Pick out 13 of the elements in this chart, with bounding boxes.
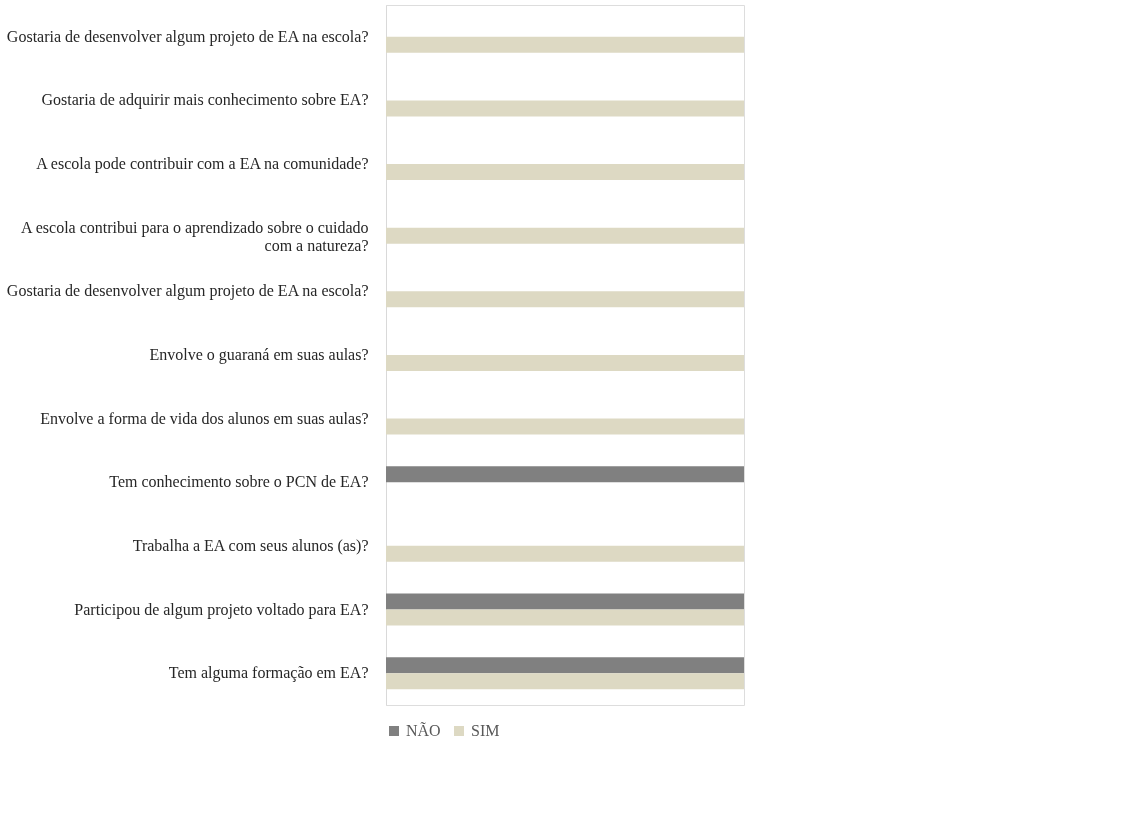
y-tick-label: A escola pode contribuir com a EA na comunidade?: [36, 155, 369, 174]
y-tick-label: Envolve a forma de vida dos alunos em suas aulas?: [40, 409, 369, 427]
y-tick-label: Tem conhecimento sobre o PCN de EA?: [109, 473, 369, 491]
y-tick-label: Gostaria de desenvolver algum projeto de EA na escola?: [6, 282, 369, 301]
y-tick-label: Gostaria de desenvolver algum projeto de EA na escola?: [6, 27, 369, 46]
y-tick-label: A escola contribui para o aprendizado sobre o cuidado com a natureza?: [21, 218, 369, 254]
y-tick-label: Envolve o guaraná em suas aulas?: [149, 346, 369, 364]
legend-label: SIM: [471, 722, 500, 739]
legend-label: NÃO: [406, 722, 441, 739]
y-tick-label: Trabalha a EA com seus alunos (as)?: [132, 536, 369, 555]
y-tick-label: Participou de algum projeto voltado para EA?: [74, 600, 369, 619]
y-tick-label: Gostaria de adquirir mais conhecimento sobre EA?: [41, 91, 369, 110]
y-tick-label: Tem alguma formação em EA?: [168, 664, 369, 683]
